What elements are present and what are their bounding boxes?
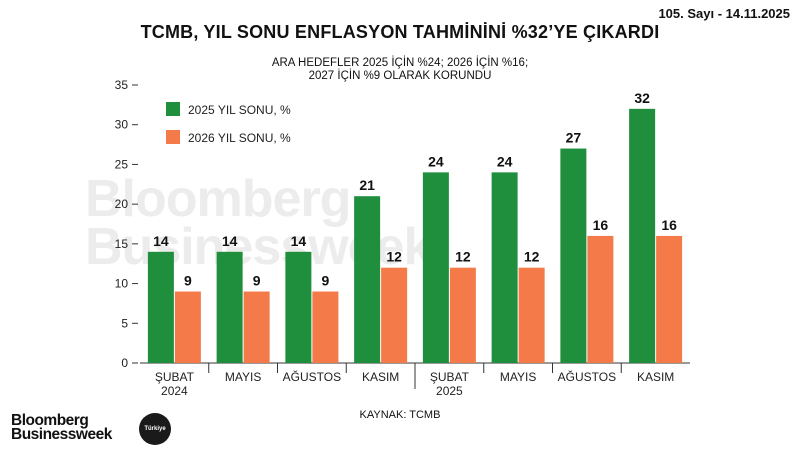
data-label: 24 <box>428 153 444 169</box>
y-tick-label: 25 <box>115 157 129 171</box>
x-tick-label: 2024 <box>161 384 188 398</box>
y-tick-label: 35 <box>115 78 129 92</box>
bar-2025 <box>147 251 174 363</box>
data-label: 14 <box>153 233 169 249</box>
data-label: 14 <box>291 233 307 249</box>
data-label: 12 <box>386 249 402 265</box>
issue-label: 105. Sayı - 14.11.2025 <box>658 6 790 21</box>
data-label: 14 <box>222 233 238 249</box>
x-tick-label: ŞUBAT <box>155 370 195 384</box>
bloomberg-logo: Bloomberg Businessweek <box>11 412 112 443</box>
bar-2026 <box>243 291 270 363</box>
bar-2025 <box>629 108 656 363</box>
bar-2025 <box>216 251 243 363</box>
data-label: 16 <box>593 217 609 233</box>
bar-2026 <box>174 291 201 363</box>
logo-line2: Businessweek <box>11 426 112 443</box>
bar-2026 <box>312 291 339 363</box>
x-tick-label: AĞUSTOS <box>283 369 341 384</box>
logo-line1: Bloomberg <box>11 412 89 429</box>
source-label: KAYNAK: TCMB <box>359 409 441 421</box>
bar-2026 <box>518 267 545 363</box>
legend-label: 2026 YIL SONU, % <box>188 131 291 145</box>
bar-2026 <box>449 267 476 363</box>
y-tick-label: 10 <box>115 277 129 291</box>
x-tick-label: KASIM <box>362 370 399 384</box>
legend-label: 2025 YIL SONU, % <box>188 103 291 117</box>
data-label: 9 <box>184 273 192 289</box>
data-label: 12 <box>455 249 471 265</box>
data-label: 9 <box>253 273 261 289</box>
bar-2025 <box>560 148 587 363</box>
data-label: 32 <box>634 90 650 106</box>
x-tick-label: AĞUSTOS <box>558 369 616 384</box>
x-tick-label: MAYIS <box>500 370 536 384</box>
data-label: 27 <box>566 130 582 146</box>
y-tick-label: 20 <box>115 197 129 211</box>
bar-2026 <box>587 235 614 363</box>
chart-subtitle: ARA HEDEFLER 2025 İÇİN %24; 2026 İÇİN %1… <box>0 57 800 83</box>
bar-2025 <box>422 172 449 363</box>
x-tick-label: ŞUBAT <box>430 370 470 384</box>
bar-2025 <box>285 251 312 363</box>
bar-2026 <box>381 267 408 363</box>
y-tick-label: 15 <box>115 237 129 251</box>
y-tick-label: 0 <box>121 356 128 370</box>
data-label: 24 <box>497 153 513 169</box>
turkiye-badge: Türkiye <box>139 413 171 445</box>
subtitle-line2: 2027 İÇİN %9 OLARAK KORUNDU <box>308 70 492 82</box>
x-tick-label: 2025 <box>436 384 463 398</box>
legend-swatch-2025 <box>166 102 180 116</box>
subtitle-line1: ARA HEDEFLER 2025 İÇİN %24; 2026 İÇİN %1… <box>271 57 529 69</box>
data-label: 9 <box>321 273 329 289</box>
x-tick-label: MAYIS <box>225 370 261 384</box>
bar-2025 <box>491 172 518 363</box>
watermark-line1: Bloomberg <box>85 170 351 228</box>
bar-2026 <box>656 235 683 363</box>
data-label: 21 <box>359 177 375 193</box>
chart-title: TCMB, YIL SONU ENFLASYON TAHMİNİNİ %32’Y… <box>140 22 660 42</box>
y-tick-label: 5 <box>121 316 128 330</box>
bar-2025 <box>354 196 381 363</box>
x-tick-label: KASIM <box>637 370 674 384</box>
data-label: 16 <box>661 217 677 233</box>
y-tick-label: 30 <box>115 118 129 132</box>
legend-swatch-2026 <box>166 130 180 144</box>
data-label: 12 <box>524 249 540 265</box>
